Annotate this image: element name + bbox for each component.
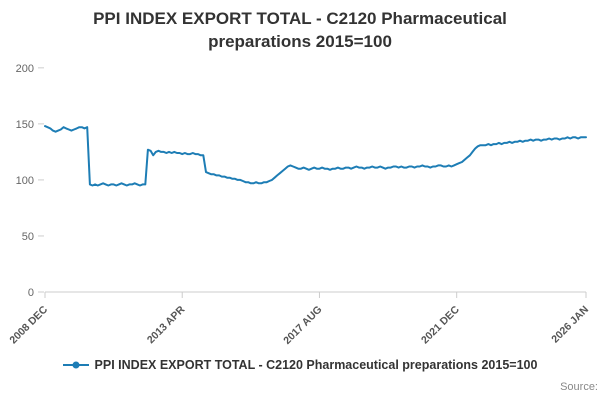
y-tick-label: 150: [16, 119, 34, 131]
x-tick-label: 2013 APR: [145, 303, 188, 346]
x-tick-label: 2008 DEC: [7, 303, 50, 346]
series-line[interactable]: [44, 125, 587, 187]
chart-title: PPI INDEX EXPORT TOTAL - C2120 Pharmaceu…: [93, 9, 507, 51]
legend-item[interactable]: PPI INDEX EXPORT TOTAL - C2120 Pharmaceu…: [62, 358, 538, 372]
x-tick-label: 2026 JAN: [549, 304, 591, 346]
y-tick-label: 100: [16, 175, 34, 187]
x-tick-label: 2021 DEC: [419, 303, 462, 346]
y-tick-label: 50: [22, 231, 34, 243]
y-tick-label: 0: [28, 287, 34, 299]
plot-area: 0 50 100 150 200 2008 DEC 2013 APR 2017 AUG 2021…: [7, 63, 591, 347]
source-note: Source:: [560, 381, 598, 393]
legend-line-marker: [62, 361, 89, 369]
y-tick-label: 200: [16, 63, 34, 75]
legend-label: PPI INDEX EXPORT TOTAL - C2120 Pharmaceu…: [94, 358, 538, 372]
legend: PPI INDEX EXPORT TOTAL - C2120 Pharmaceu…: [0, 358, 600, 372]
x-tick-label: 2017 AUG: [281, 304, 324, 347]
